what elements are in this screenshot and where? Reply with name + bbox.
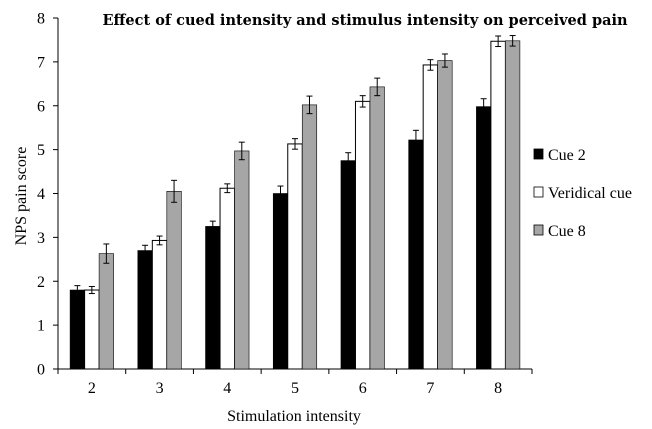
axes [53, 17, 533, 374]
bar [137, 250, 153, 370]
x-tick-label: 3 [156, 380, 164, 397]
x-tick-label: 5 [291, 380, 299, 397]
legend-label: Veridical cue [548, 185, 632, 202]
bar [490, 40, 506, 370]
error-bar [209, 220, 216, 233]
y-axis-label: NPS pain score [13, 147, 30, 246]
x-tick-labels: 2 3 4 5 6 7 8 [88, 380, 502, 397]
legend-swatch [533, 148, 544, 160]
legend: Cue 2 Veridical cue Cue 8 [533, 147, 632, 240]
error-bar [480, 98, 487, 116]
y-tick-label: 2 [37, 274, 45, 291]
legend-label: Cue 2 [548, 147, 586, 164]
error-bar [156, 235, 163, 246]
y-tick-label: 8 [37, 11, 45, 28]
error-bar [441, 53, 448, 68]
y-tick-label: 3 [37, 230, 45, 247]
error-bar [277, 185, 284, 202]
bar [437, 60, 453, 370]
error-bar [412, 129, 419, 151]
bar [272, 193, 289, 370]
bar [219, 187, 236, 370]
y-tick-label: 4 [37, 186, 45, 203]
legend-swatch [533, 186, 544, 198]
bar [234, 150, 250, 370]
bar [505, 40, 521, 370]
bar [84, 289, 100, 370]
error-bar [292, 138, 298, 150]
x-tick-label: 6 [359, 380, 367, 397]
error-bar [509, 35, 516, 47]
bar [354, 100, 371, 370]
error-bar [345, 152, 352, 169]
x-axis-label: Stimulation intensity [227, 408, 361, 425]
chart-title: Effect of cued intensity and stimulus in… [102, 12, 628, 29]
bars [69, 40, 521, 370]
error-bar [74, 285, 81, 295]
bar [151, 239, 168, 370]
error-bar [142, 244, 149, 257]
legend-item: Veridical cue [533, 185, 632, 202]
error-bar [427, 59, 434, 71]
error-bar [88, 286, 95, 295]
bar [422, 64, 439, 370]
bar [205, 226, 221, 370]
bar [98, 253, 114, 370]
bar [69, 289, 85, 370]
error-bar [103, 243, 110, 264]
bar [166, 191, 182, 370]
legend-swatch [533, 224, 544, 236]
x-tick-label: 4 [223, 380, 231, 397]
y-tick-label: 6 [37, 98, 45, 115]
error-bar [495, 35, 502, 48]
error-bar [238, 141, 245, 161]
bar [408, 139, 424, 370]
bar [287, 143, 303, 370]
error-bar [306, 95, 313, 115]
y-tick-labels: 0 1 2 3 4 5 6 7 8 [37, 11, 45, 379]
error-bar [359, 95, 366, 108]
bar [301, 104, 318, 370]
x-tick-label: 2 [88, 380, 96, 397]
y-tick-label: 5 [37, 142, 45, 159]
error-bar [374, 77, 381, 97]
x-tick-label: 8 [494, 380, 502, 397]
x-tick-label: 7 [426, 380, 434, 397]
legend-item: Cue 2 [533, 147, 586, 164]
legend-label: Cue 8 [548, 223, 586, 240]
y-tick-label: 1 [37, 318, 45, 335]
bar [476, 106, 492, 370]
error-bar [224, 183, 231, 194]
y-tick-label: 0 [37, 362, 45, 379]
error-bar [171, 179, 178, 203]
legend-item: Cue 8 [533, 223, 586, 240]
bar [369, 86, 385, 370]
error-bars [74, 35, 516, 295]
bar [340, 160, 356, 370]
y-tick-label: 7 [37, 54, 45, 71]
